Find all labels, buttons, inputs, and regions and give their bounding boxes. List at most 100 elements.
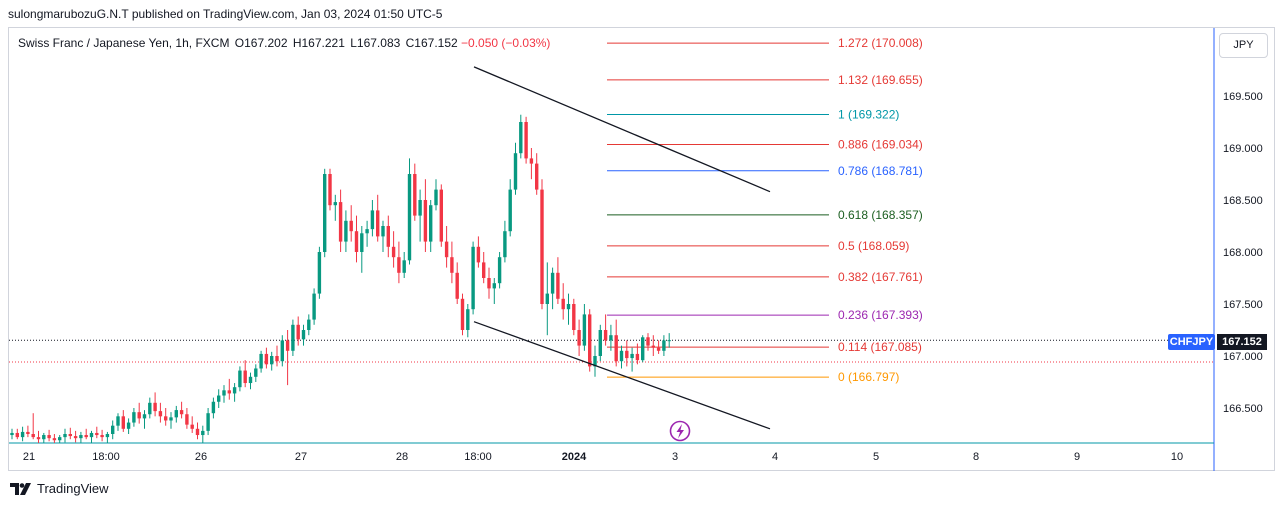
candle-body (444, 241, 449, 258)
candle-body (338, 202, 343, 242)
candle-body (95, 432, 99, 436)
candle-body (572, 304, 576, 330)
candle-body (52, 438, 57, 441)
candle-body (20, 431, 25, 438)
candle-body (407, 174, 412, 261)
candle-body (243, 370, 247, 384)
tradingview-logo-icon (10, 482, 31, 495)
candle-body (513, 153, 518, 190)
candle-body (248, 376, 253, 384)
candle-body (111, 425, 115, 434)
price-axis[interactable]: 169.500 169.000 168.500 168.000 167.500 167.0… (1223, 91, 1263, 415)
candle-body (497, 257, 502, 284)
candle-body (354, 231, 359, 252)
price-tick-label: 169.500 (1223, 91, 1263, 103)
candle-body (492, 283, 496, 289)
candle-body (609, 335, 613, 341)
candle-body (667, 340, 671, 342)
candle-body (619, 350, 624, 362)
candle-body (386, 226, 390, 247)
candle-body (116, 416, 120, 426)
tradingview-footer[interactable]: TradingView (10, 481, 109, 496)
candle-body (174, 410, 178, 418)
candle-body (84, 435, 88, 438)
fib-level-label: 1.272 (170.008) (838, 36, 923, 50)
candle-body (588, 314, 592, 367)
candle-body (275, 356, 279, 362)
candle-body (47, 435, 51, 439)
candle-body (397, 257, 401, 273)
candle-body (566, 304, 571, 310)
candle-body (524, 122, 528, 159)
candle-body (73, 436, 78, 439)
time-tick-label: 9 (1074, 451, 1080, 463)
grid (9, 28, 1215, 471)
candle-body (201, 430, 205, 436)
candle-body (545, 293, 549, 304)
candle-body (42, 435, 46, 440)
candle-body (577, 330, 581, 346)
candle-body (630, 353, 634, 359)
chart-frame[interactable] (8, 27, 1275, 471)
candle-body (641, 337, 645, 361)
candle-body (439, 189, 443, 242)
time-tick-label: 5 (873, 451, 879, 463)
candle-body (153, 402, 157, 412)
candle-body (211, 401, 216, 414)
candle-body (264, 353, 269, 365)
candle-body (365, 229, 369, 234)
time-tick-label: 3 (672, 451, 678, 463)
channel-lines[interactable] (473, 66, 771, 430)
candle-body (503, 231, 507, 258)
candle-body (132, 412, 136, 423)
fib-level-label: 0 (166.797) (838, 370, 899, 384)
candle-body (158, 411, 163, 417)
candle-body (227, 390, 231, 394)
candle-body (391, 246, 396, 258)
time-tick-label: 18:00 (92, 451, 120, 463)
price-tick-label: 167.000 (1223, 351, 1263, 363)
time-tick-label: 18:00 (464, 451, 492, 463)
fibonacci-retracement[interactable]: 1.272 (170.008) 1.132 (169.655) 1 (169.322… (607, 36, 923, 384)
candle-body (148, 402, 152, 415)
candle-body (635, 353, 640, 361)
price-tick-label: 169.000 (1223, 143, 1263, 155)
candle-body (312, 293, 316, 320)
fib-level-label: 1 (169.322) (838, 108, 899, 122)
candle-body (460, 298, 465, 330)
candle-body (164, 416, 168, 421)
price-tick-label: 166.500 (1223, 403, 1263, 415)
candle-body (301, 330, 306, 340)
candle-body (238, 370, 242, 388)
fib-level-label: 0.786 (168.781) (838, 164, 923, 178)
candle-body (254, 368, 258, 377)
candle-body (482, 262, 486, 278)
candle-body (36, 437, 41, 440)
candle-body (418, 200, 422, 216)
time-tick-label: 10 (1171, 451, 1183, 463)
candle-body (291, 324, 295, 351)
price-tick-label: 168.000 (1223, 247, 1263, 259)
tradingview-footer-text: TradingView (37, 481, 109, 496)
time-tick-label: 27 (295, 451, 307, 463)
candle-body (270, 356, 274, 365)
candle-body (317, 252, 322, 294)
candle-body (323, 174, 327, 252)
candle-body (206, 413, 210, 431)
candle-body (126, 422, 131, 429)
candle-body (142, 414, 147, 419)
candle-body (519, 122, 523, 154)
candle-body (535, 163, 539, 190)
candle-body (296, 324, 300, 340)
candle-body (370, 210, 375, 230)
lightning-icon[interactable] (669, 420, 691, 442)
candle-body (349, 220, 353, 232)
time-axis[interactable]: 21 18:00 26 27 28 18:00 2024 3 4 5 8 9 10 (23, 451, 1183, 463)
candle-body (58, 437, 62, 441)
fib-level-label: 1.132 (169.655) (838, 73, 923, 87)
candle-body (598, 330, 602, 356)
candle-body (169, 417, 173, 421)
candle-body (662, 340, 666, 351)
currency-button[interactable]: JPY (1219, 33, 1268, 58)
